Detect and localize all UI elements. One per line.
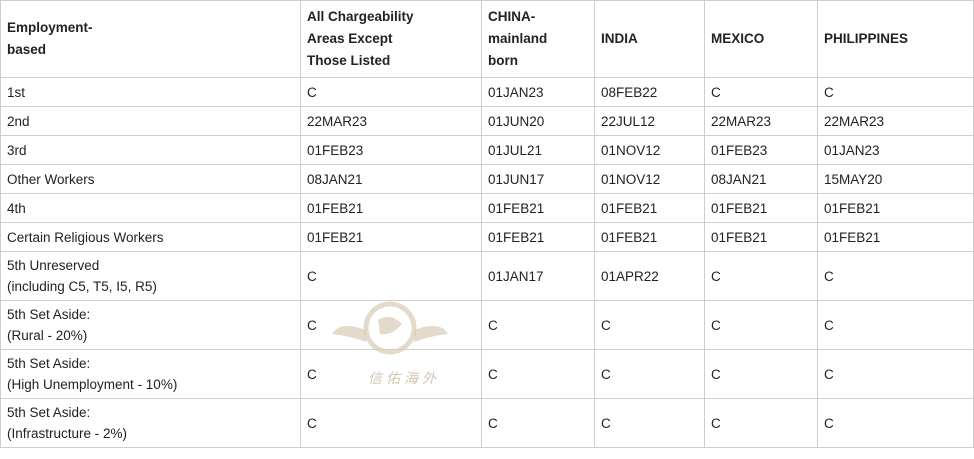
cell: C — [817, 77, 974, 107]
row-label: Certain Religious Workers — [0, 222, 301, 252]
cell: 01FEB21 — [817, 222, 974, 252]
cell: 22MAR23 — [817, 106, 974, 136]
row-label: 2nd — [0, 106, 301, 136]
row-label: 5th Set Aside: (Rural - 20%) — [0, 300, 301, 350]
cell: C — [704, 77, 818, 107]
cell: 01APR22 — [594, 251, 705, 301]
header-cell: MEXICO — [704, 0, 818, 78]
cell: C — [481, 300, 595, 350]
header-cell: INDIA — [594, 0, 705, 78]
cell: C — [817, 398, 974, 448]
cell: C — [594, 398, 705, 448]
watermark-text: 信佑海外 — [368, 370, 440, 386]
cell: C — [817, 349, 974, 399]
row-label: Other Workers — [0, 164, 301, 194]
cell: 01JAN23 — [817, 135, 974, 165]
cell: 01JUN17 — [481, 164, 595, 194]
cell: C — [300, 349, 482, 399]
cell: 01JAN23 — [481, 77, 595, 107]
cell: 01FEB21 — [481, 222, 595, 252]
cell: C — [300, 398, 482, 448]
cell: C — [594, 349, 705, 399]
table-row: 1st C 01JAN23 08FEB22 C C — [0, 77, 974, 107]
row-label: 3rd — [0, 135, 301, 165]
cell: 01JAN17 — [481, 251, 595, 301]
cell: 01FEB21 — [704, 222, 818, 252]
cell: 08FEB22 — [594, 77, 705, 107]
row-label: 5th Unreserved (including C5, T5, I5, R5… — [0, 251, 301, 301]
cell: 01FEB21 — [300, 222, 482, 252]
table-row: 4th 01FEB21 01FEB21 01FEB21 01FEB21 01FEB21 — [0, 193, 974, 223]
cell: 01FEB23 — [704, 135, 818, 165]
cell: 01FEB21 — [481, 193, 595, 223]
row-label: 4th — [0, 193, 301, 223]
table-row: Other Workers 08JAN21 01JUN17 01NOV12 08JAN2… — [0, 164, 974, 194]
header-row: Employment- based All Chargeability Areas… — [0, 0, 974, 78]
cell: 22JUL12 — [594, 106, 705, 136]
cell: 08JAN21 — [704, 164, 818, 194]
cell: C — [481, 349, 595, 399]
cell: 01FEB21 — [594, 193, 705, 223]
header-cell: All Chargeability Areas Except Those Lis… — [300, 0, 482, 78]
cell: C — [704, 349, 818, 399]
cell: C — [300, 300, 482, 350]
cell: 01FEB21 — [704, 193, 818, 223]
cell: 01FEB21 — [594, 222, 705, 252]
cell: C — [704, 300, 818, 350]
cell: C — [704, 251, 818, 301]
cell: C — [300, 251, 482, 301]
cell: 01FEB21 — [300, 193, 482, 223]
cell: 01FEB21 — [817, 193, 974, 223]
visa-bulletin-table: Employment- based All Chargeability Areas… — [0, 0, 974, 448]
table-body: 1st C 01JAN23 08FEB22 C C 2nd 22MAR23 01JUN20 22J… — [0, 77, 974, 448]
header-cell: CHINA- mainland born — [481, 0, 595, 78]
table-row: 5th Set Aside: (High Unemployment - 10%)… — [0, 349, 974, 399]
cell: C — [817, 300, 974, 350]
cell: 08JAN21 — [300, 164, 482, 194]
cell: 01JUN20 — [481, 106, 595, 136]
cell: 01FEB23 — [300, 135, 482, 165]
cell: C — [481, 398, 595, 448]
cell: 01JUL21 — [481, 135, 595, 165]
row-label: 5th Set Aside: (Infrastructure - 2%) — [0, 398, 301, 448]
cell: 15MAY20 — [817, 164, 974, 194]
table-row: 5th Set Aside: (Infrastructure - 2%) C C C C… — [0, 398, 974, 448]
table-row: 5th Set Aside: (Rural - 20%) C C C C C — [0, 300, 974, 350]
row-label: 1st — [0, 77, 301, 107]
table-row: 2nd 22MAR23 01JUN20 22JUL12 22MAR23 22MAR23 — [0, 106, 974, 136]
cell: C — [594, 300, 705, 350]
cell: 22MAR23 — [704, 106, 818, 136]
row-label: 5th Set Aside: (High Unemployment - 10%) — [0, 349, 301, 399]
cell: C — [300, 77, 482, 107]
table-row: 3rd 01FEB23 01JUL21 01NOV12 01FEB23 01JAN23 — [0, 135, 974, 165]
header-cell: Employment- based — [0, 0, 301, 78]
header-cell: PHILIPPINES — [817, 0, 974, 78]
cell: 22MAR23 — [300, 106, 482, 136]
cell: 01NOV12 — [594, 164, 705, 194]
cell: C — [817, 251, 974, 301]
table-row: Certain Religious Workers 01FEB21 01FEB21 0… — [0, 222, 974, 252]
table-row: 5th Unreserved (including C5, T5, I5, R5… — [0, 251, 974, 301]
cell: 01NOV12 — [594, 135, 705, 165]
cell: C — [704, 398, 818, 448]
